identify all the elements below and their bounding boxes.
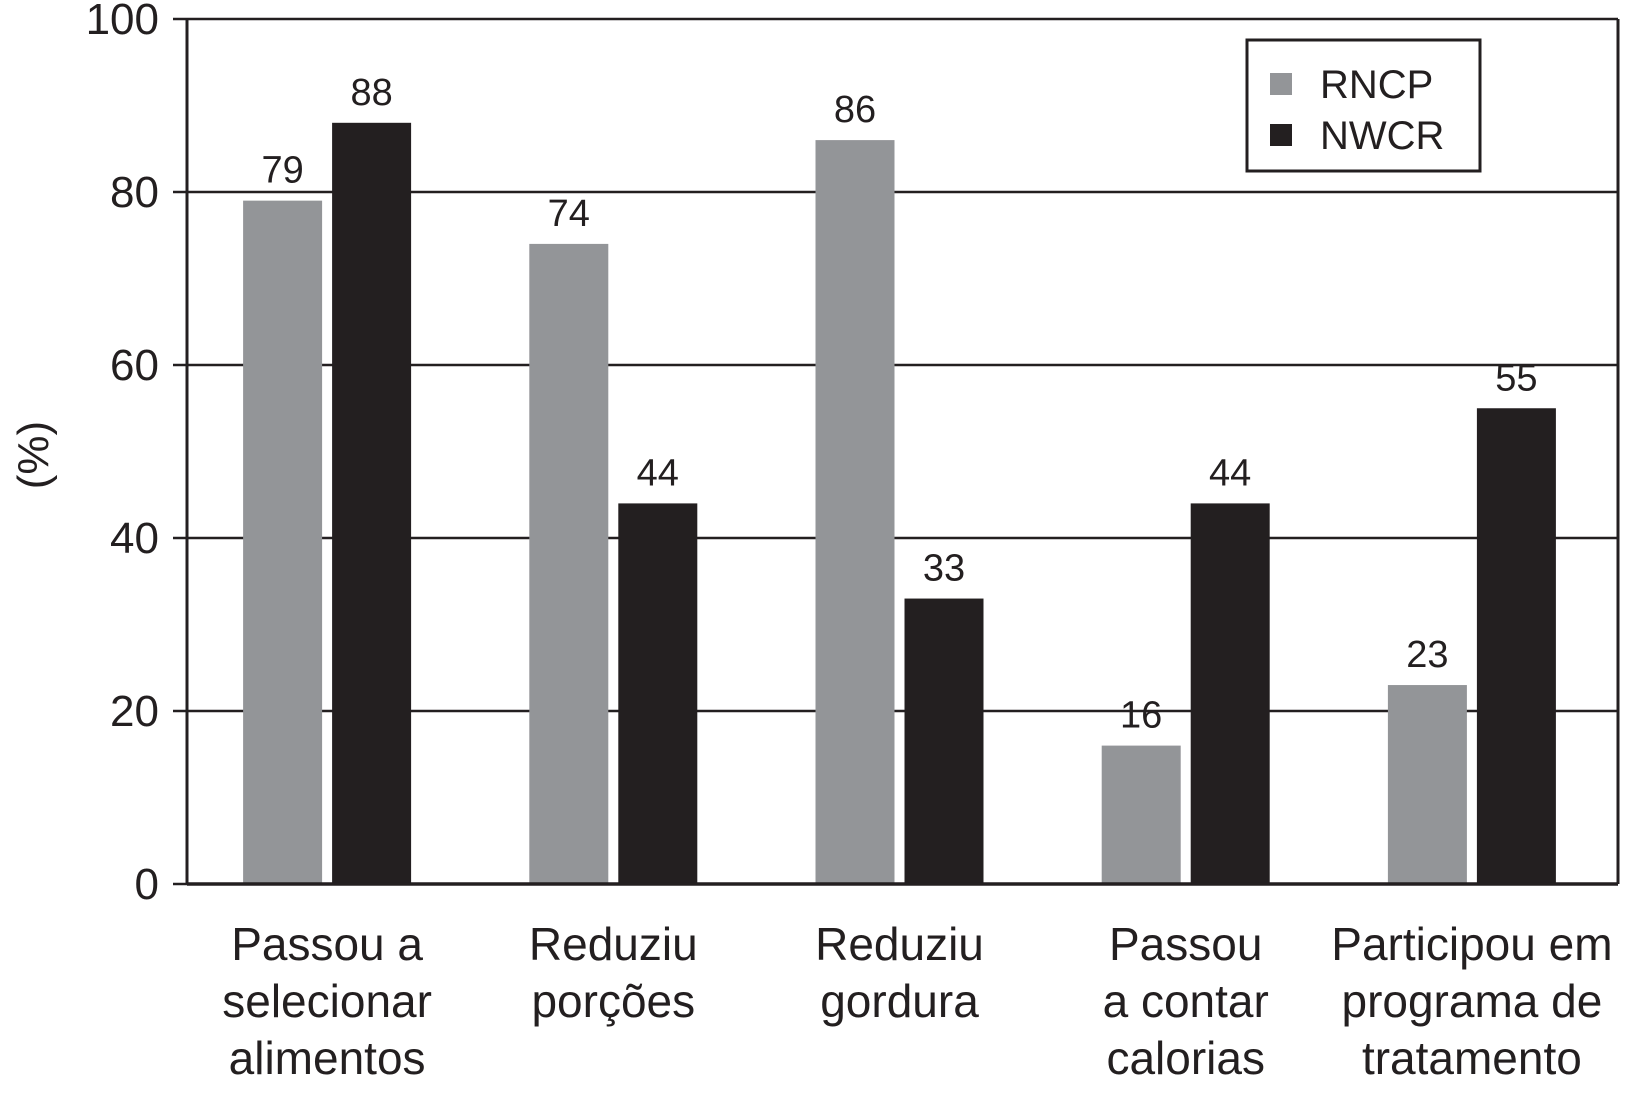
bar-nwcr	[332, 122, 412, 885]
value-label-rncp: 79	[261, 150, 303, 192]
bar-nwcr	[618, 503, 698, 884]
value-labels: 79 88 74 44 86 33 16 44 23 55	[261, 72, 1537, 737]
x-category-label: porções	[531, 975, 695, 1027]
legend: RNCP NWCR	[1245, 38, 1482, 173]
bars	[243, 122, 1556, 885]
legend-swatch-rncp	[1270, 73, 1292, 95]
bar-rncp	[529, 243, 609, 884]
value-label-nwcr: 44	[1209, 452, 1251, 494]
y-tick-label: 40	[110, 514, 159, 563]
value-label-nwcr: 88	[350, 72, 392, 114]
bar-rncp	[1387, 685, 1467, 884]
value-label-nwcr: 55	[1495, 357, 1537, 399]
y-tick-label: 0	[135, 860, 159, 909]
x-category-label: calorias	[1106, 1032, 1265, 1084]
x-category-label: Reduziu	[529, 918, 698, 970]
value-label-nwcr: 33	[923, 548, 965, 590]
plot-frame	[185, 19, 1620, 886]
x-category-label: programa de	[1341, 975, 1602, 1027]
legend-label-rncp: RNCP	[1320, 63, 1433, 107]
x-category-label: selecionar	[222, 975, 432, 1027]
bar-nwcr	[904, 598, 984, 884]
x-category-label: Passou	[1109, 918, 1262, 970]
x-category-label: tratamento	[1362, 1032, 1582, 1084]
value-label-rncp: 16	[1120, 695, 1162, 737]
y-tick-label: 60	[110, 341, 159, 390]
x-axis-categories: Passou aselecionaralimentosReduziuporçõe…	[222, 918, 1612, 1084]
value-label-rncp: 23	[1406, 634, 1448, 676]
value-label-rncp: 74	[548, 193, 590, 235]
value-label-rncp: 86	[834, 89, 876, 131]
y-axis-label: (%)	[9, 421, 58, 489]
bar-rncp	[815, 140, 895, 885]
y-tick-label: 80	[110, 168, 159, 217]
x-category-label: Reduziu	[815, 918, 984, 970]
y-tick-label: 20	[110, 687, 159, 736]
value-label-nwcr: 44	[637, 452, 679, 494]
bar-rncp	[243, 200, 323, 884]
x-category-label: a contar	[1103, 975, 1269, 1027]
x-category-label: Participou em	[1331, 918, 1612, 970]
legend-swatch-nwcr	[1270, 124, 1292, 146]
y-tick-label: 100	[86, 0, 159, 44]
x-category-label: gordura	[820, 975, 979, 1027]
y-axis-ticks: 0 20 40 60 80 100	[86, 0, 187, 909]
x-category-label: Passou a	[231, 918, 423, 970]
legend-label-nwcr: NWCR	[1320, 114, 1444, 158]
legend-box	[1245, 38, 1482, 173]
bar-nwcr	[1190, 503, 1270, 884]
bar-nwcr	[1476, 408, 1556, 884]
bar-rncp	[1101, 745, 1181, 884]
x-category-label: alimentos	[229, 1032, 426, 1084]
